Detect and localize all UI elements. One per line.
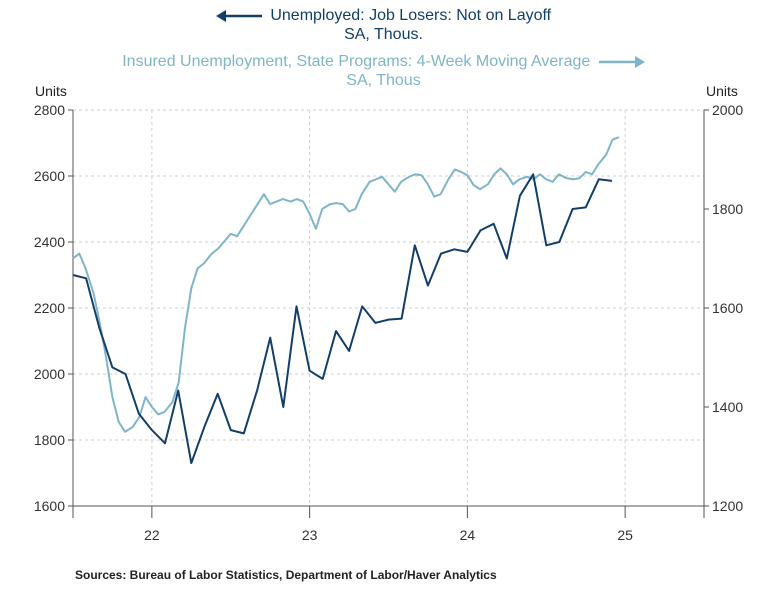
series-line-insured-unemployment <box>72 136 620 433</box>
right-tick-label: 2000 <box>712 102 743 118</box>
right-arrow-icon <box>595 55 645 68</box>
legend-left-series-line1: Unemployed: Job Losers: Not on Layoff <box>0 6 767 25</box>
series-line-job-losers <box>72 173 613 465</box>
left-tick-label: 1600 <box>34 498 65 514</box>
right-tick-label: 1400 <box>712 399 743 415</box>
legend-right-series-label: Insured Unemployment, State Programs: 4-… <box>122 53 591 70</box>
left-tick-label: 2000 <box>34 366 65 382</box>
right-tick-label: 1600 <box>712 300 743 316</box>
x-tick-label: 25 <box>617 527 633 543</box>
left-tick-label: 2400 <box>34 234 65 250</box>
x-tick-label: 22 <box>144 527 160 543</box>
right-axis-units: Units <box>706 83 738 99</box>
legend-right-series-unit: SA, Thous <box>346 72 421 89</box>
left-tick-label: 1800 <box>34 432 65 448</box>
left-arrow-icon <box>215 9 266 22</box>
legend-right-series-line1: Insured Unemployment, State Programs: 4-… <box>0 52 767 71</box>
legend-right-series: Insured Unemployment, State Programs: 4-… <box>0 52 767 90</box>
legend-left-series: Unemployed: Job Losers: Not on Layoff SA… <box>0 6 767 44</box>
source-note: Sources: Bureau of Labor Statistics, Dep… <box>75 568 497 582</box>
left-axis-units: Units <box>35 83 67 99</box>
right-tick-label: 1200 <box>712 498 743 514</box>
left-tick-label: 2600 <box>34 168 65 184</box>
x-tick-label: 24 <box>460 527 476 543</box>
right-tick-label: 1800 <box>712 201 743 217</box>
left-tick-label: 2800 <box>34 102 65 118</box>
legend-left-series-label: Unemployed: Job Losers: Not on Layoff <box>270 7 552 24</box>
legend-left-series-unit: SA, Thous. <box>344 26 423 43</box>
x-tick-label: 23 <box>302 527 318 543</box>
left-tick-label: 2200 <box>34 300 65 316</box>
